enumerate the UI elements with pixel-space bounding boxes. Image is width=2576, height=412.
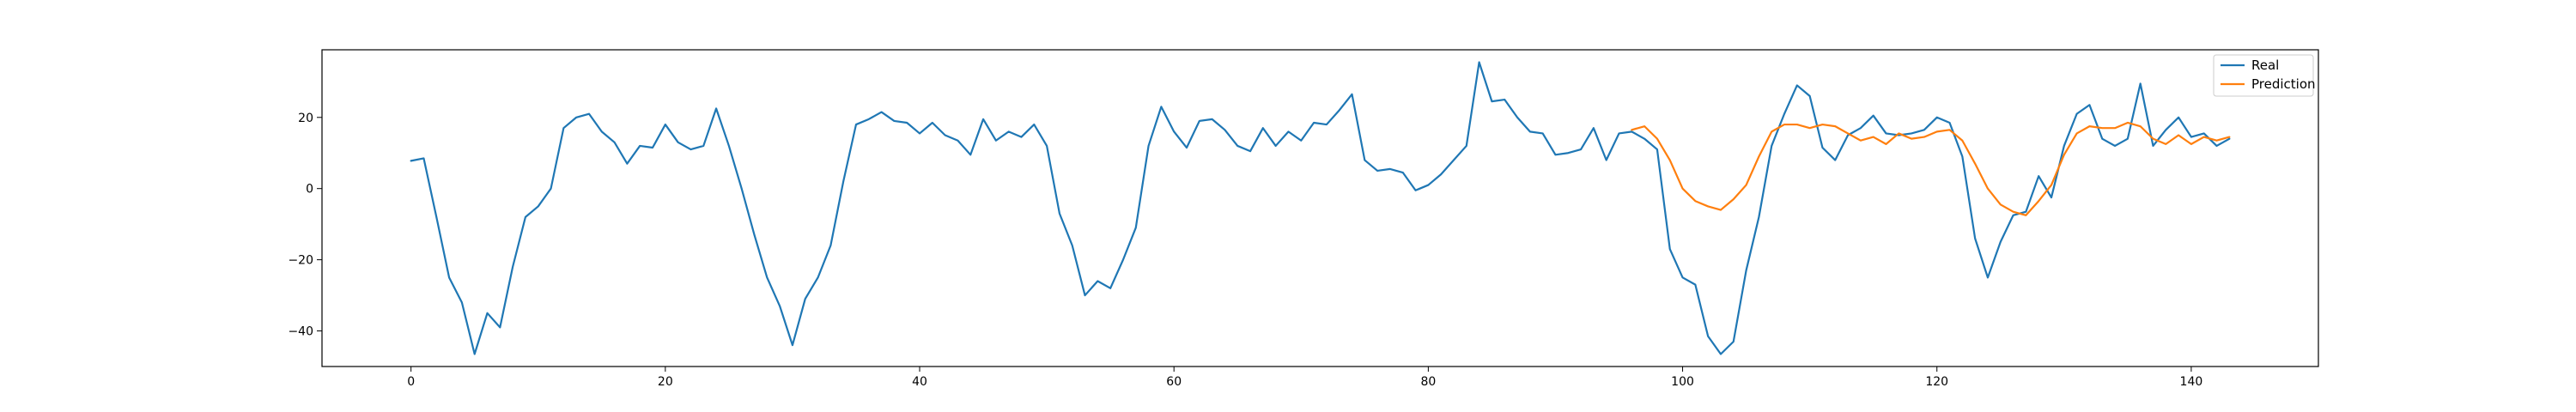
x-tick-label: 140 <box>2180 375 2203 389</box>
y-tick-label: −40 <box>288 325 313 339</box>
y-tick-label: −20 <box>288 254 313 268</box>
x-tick-label: 120 <box>1925 375 1948 389</box>
x-tick-label: 80 <box>1420 375 1436 389</box>
axes-frame <box>321 49 2319 367</box>
x-tick-label: 60 <box>1166 375 1182 389</box>
legend-label-prediction: Prediction <box>2251 76 2316 92</box>
x-tick-label: 0 <box>407 375 415 389</box>
x-tick-label: 20 <box>658 375 673 389</box>
x-axis: 0 20 40 60 80 100 120 140 <box>407 367 2202 389</box>
legend-label-real: Real <box>2251 58 2279 73</box>
x-tick-label: 100 <box>1671 375 1694 389</box>
y-tick-label: 20 <box>298 112 313 125</box>
series-line-prediction <box>1631 121 2231 216</box>
y-tick-label: 0 <box>306 183 313 197</box>
plot-area <box>410 61 2231 355</box>
x-tick-label: 40 <box>912 375 927 389</box>
series-line-real <box>410 61 2231 355</box>
y-axis: −40 −20 0 20 <box>288 112 322 339</box>
legend: Real Prediction <box>2213 54 2316 97</box>
